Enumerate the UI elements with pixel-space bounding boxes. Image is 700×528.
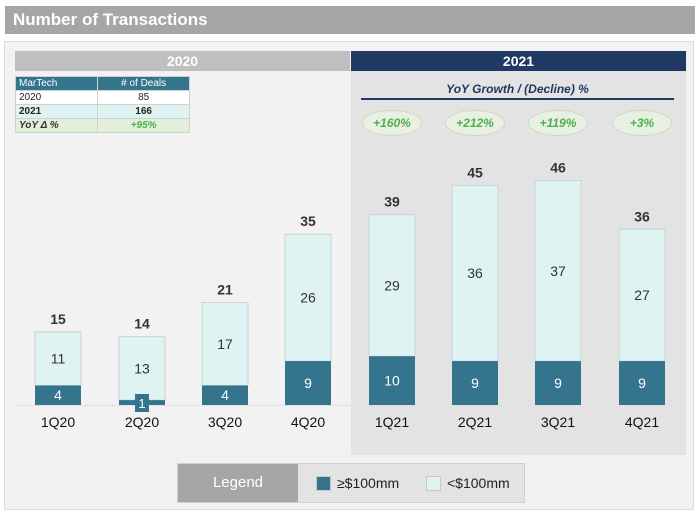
x-tick-label: 2Q20 xyxy=(125,414,159,430)
summary-row-value: 166 xyxy=(97,104,190,119)
bar-segment-large xyxy=(535,361,581,405)
data-label-small: 26 xyxy=(300,290,316,306)
data-label-large: 9 xyxy=(471,375,479,391)
yoy-pill: +160% xyxy=(362,110,422,136)
summary-row-value: +95% xyxy=(97,118,190,133)
legend-label-small: <$100mm xyxy=(447,475,510,491)
bar-segment-small xyxy=(534,180,582,362)
bar-segment-large xyxy=(369,356,415,405)
x-tick-label: 1Q20 xyxy=(41,414,75,430)
data-label-total: 15 xyxy=(50,311,66,327)
bar-segment-large xyxy=(202,385,248,405)
x-tick-label: 1Q21 xyxy=(375,414,409,430)
x-tick-label: 3Q20 xyxy=(208,414,242,430)
data-label-large: 10 xyxy=(384,373,400,389)
summary-row: 2020 85 xyxy=(14,90,190,105)
data-label-large-box xyxy=(135,394,149,412)
x-tick-label: 2Q21 xyxy=(458,414,492,430)
bar-segment-large xyxy=(285,361,331,405)
data-label-total: 36 xyxy=(634,208,650,224)
data-label-small: 37 xyxy=(550,263,566,279)
legend-swatch-small xyxy=(426,476,441,491)
data-label-large: 9 xyxy=(638,375,646,391)
page-title: Number of Transactions xyxy=(5,6,695,34)
summary-row: YoY Δ % +95% xyxy=(14,118,190,133)
yoy-divider xyxy=(361,98,674,100)
summary-table: MarTech # of Deals 2020 85 2021 166 YoY … xyxy=(14,76,190,133)
year-header-2020: 2020 xyxy=(15,51,350,71)
yoy-pill: +3% xyxy=(612,110,672,136)
data-label-total: 45 xyxy=(467,164,483,180)
bar-segment-small xyxy=(451,184,499,362)
data-label-total: 35 xyxy=(300,213,316,229)
data-label-large: 4 xyxy=(221,387,229,403)
data-label-large: 9 xyxy=(304,375,312,391)
yoy-pill: +212% xyxy=(445,110,505,136)
x-tick-label: 4Q21 xyxy=(625,414,659,430)
legend-label-large: ≥$100mm xyxy=(337,475,400,491)
data-label-large: 9 xyxy=(554,375,562,391)
data-label-total: 21 xyxy=(217,282,233,298)
data-label-large: 4 xyxy=(54,387,62,403)
data-label-total: 39 xyxy=(384,194,400,210)
bar-segment-large xyxy=(619,361,665,405)
x-tick-label: 3Q21 xyxy=(541,414,575,430)
bar-segment-small xyxy=(368,214,416,357)
data-label-total: 46 xyxy=(550,160,566,176)
summary-row-value: 85 xyxy=(97,90,190,105)
bar-segment-small xyxy=(284,233,332,362)
data-label-small: 13 xyxy=(134,360,150,376)
yoy-pill: +119% xyxy=(528,110,588,136)
data-label-large: 1 xyxy=(138,396,145,411)
summary-row: 2021 166 xyxy=(14,104,190,119)
bar-segment-small xyxy=(618,228,666,362)
data-label-total: 14 xyxy=(134,316,150,332)
legend: Legend ≥$100mm <$100mm xyxy=(177,463,525,503)
year-header-2021: 2021 xyxy=(351,51,686,71)
summary-row-label: 2020 xyxy=(14,90,99,105)
data-label-small: 17 xyxy=(217,336,233,352)
legend-title: Legend xyxy=(178,464,298,502)
bar-segment-large xyxy=(452,361,498,405)
data-label-small: 27 xyxy=(634,287,650,303)
legend-swatch-large xyxy=(316,476,331,491)
bar-segment-small xyxy=(118,336,166,401)
bar-segment-large xyxy=(35,385,81,405)
x-tick-label: 4Q20 xyxy=(291,414,325,430)
bar-segment-small xyxy=(201,302,249,386)
data-label-small: 36 xyxy=(467,265,483,281)
bar-segment-small xyxy=(34,331,82,386)
data-label-small: 29 xyxy=(384,277,400,293)
summary-row-label: YoY Δ % xyxy=(14,118,99,133)
yoy-title: YoY Growth / (Decline) % xyxy=(446,82,589,96)
data-label-small: 11 xyxy=(51,351,66,367)
